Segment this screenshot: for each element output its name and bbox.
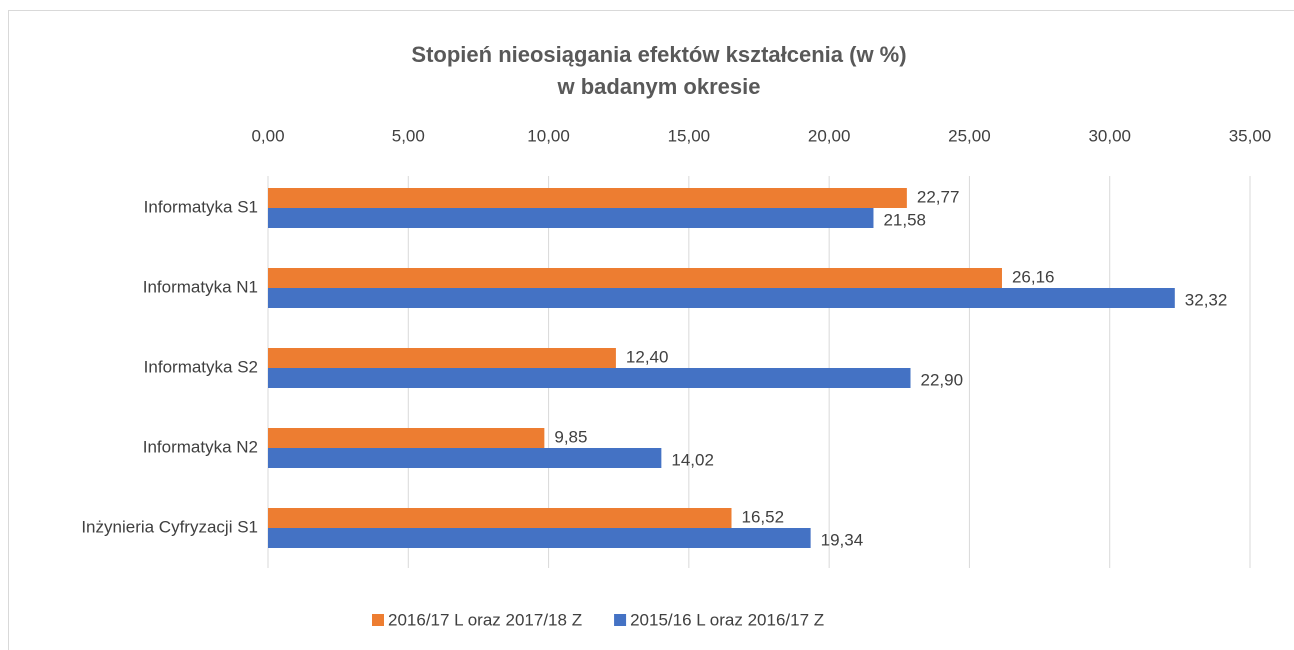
data-label: 12,40 (626, 347, 669, 366)
bar (268, 528, 811, 548)
data-label: 32,32 (1185, 290, 1228, 309)
bar (268, 288, 1175, 308)
bar (268, 508, 732, 528)
data-label: 16,52 (742, 507, 785, 526)
legend-swatch (372, 614, 384, 626)
data-label: 14,02 (671, 450, 714, 469)
x-tick-label: 10,00 (527, 126, 570, 145)
y-tick-label: Informatyka N1 (143, 277, 258, 296)
bar (268, 348, 616, 368)
x-tick-label: 20,00 (808, 126, 851, 145)
bar (268, 448, 662, 468)
bar (268, 428, 545, 448)
chart-border (8, 10, 1294, 650)
y-tick-label: Informatyka S2 (144, 357, 258, 376)
x-tick-label: 30,00 (1088, 126, 1131, 145)
data-label: 26,16 (1012, 267, 1055, 286)
x-tick-label: 5,00 (392, 126, 425, 145)
chart-title: Stopień nieosiągania efektów kształcenia… (411, 42, 906, 67)
data-label: 19,34 (821, 530, 864, 549)
bar (268, 188, 907, 208)
legend-label: 2015/16 L oraz 2016/17 Z (630, 610, 824, 629)
bar (268, 268, 1002, 288)
legend-label: 2016/17 L oraz 2017/18 Z (388, 610, 582, 629)
bar (268, 208, 874, 228)
legend-swatch (614, 614, 627, 626)
x-tick-label: 25,00 (948, 126, 991, 145)
data-label: 22,77 (917, 187, 960, 206)
data-label: 21,58 (883, 210, 926, 229)
data-label: 9,85 (554, 427, 587, 446)
data-label: 22,90 (921, 370, 964, 389)
y-tick-label: Informatyka S1 (144, 197, 258, 216)
bar (268, 368, 911, 388)
x-tick-label: 15,00 (668, 126, 711, 145)
x-tick-label: 0,00 (251, 126, 284, 145)
y-tick-label: Informatyka N2 (143, 437, 258, 456)
x-tick-label: 35,00 (1229, 126, 1272, 145)
chart-title: w badanym okresie (557, 74, 761, 99)
y-tick-label: Inżynieria Cyfryzacji S1 (81, 517, 258, 536)
